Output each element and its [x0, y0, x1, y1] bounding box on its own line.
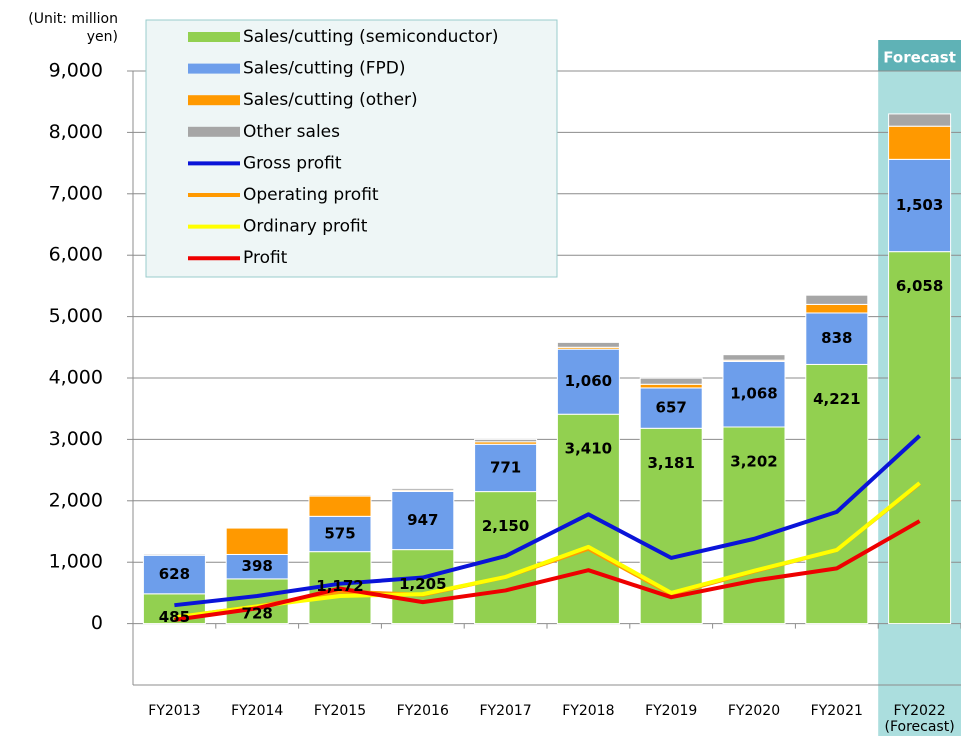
- value-label: 657: [656, 399, 687, 417]
- bar-segment: [225, 553, 289, 580]
- x-tick-label: FY2020: [727, 703, 781, 719]
- bar-segment: [308, 494, 372, 497]
- legend-label: Sales/cutting (other): [243, 90, 418, 110]
- bar-segment: [805, 303, 869, 314]
- value-label: 3,410: [565, 440, 612, 458]
- legend-label: Profit: [243, 248, 288, 268]
- x-tick-label: FY2021: [810, 703, 863, 719]
- bar-segment: [556, 341, 620, 348]
- bar-segment: [888, 125, 952, 160]
- bar-segment: [225, 527, 289, 555]
- value-label: 4,221: [813, 390, 860, 408]
- bar-segment: [308, 495, 372, 517]
- y-tick-label: 4,000: [49, 367, 103, 389]
- line-series: [174, 481, 921, 620]
- legend-swatch: [188, 32, 240, 42]
- legend-label: Sales/cutting (FPD): [243, 59, 406, 79]
- x-tick-label: FY2016: [396, 703, 449, 719]
- value-label: 6,058: [896, 277, 943, 295]
- y-tick-label: 3,000: [49, 428, 103, 450]
- bar-segment: [888, 113, 952, 127]
- x-tick-label: FY2018: [562, 703, 615, 719]
- bar-segment: [556, 413, 620, 625]
- value-label: 485: [159, 608, 190, 626]
- legend-label: Ordinary profit: [243, 217, 368, 237]
- bar-segment: [805, 312, 869, 365]
- legend-label: Gross profit: [243, 153, 342, 173]
- value-label: 838: [821, 329, 852, 347]
- legend-box: [145, 19, 558, 278]
- y-tick-label: 5,000: [49, 305, 103, 327]
- value-label: 2,150: [482, 517, 529, 535]
- y-tick-label: 6,000: [49, 244, 103, 266]
- value-label: 771: [490, 458, 521, 476]
- bar-segment: [474, 443, 538, 493]
- bar-segment: [805, 294, 869, 305]
- x-tick-label: FY2013: [148, 703, 201, 719]
- value-label: 628: [159, 565, 190, 583]
- value-label: 1,205: [399, 575, 446, 593]
- x-tick-label: FY2015: [313, 703, 367, 719]
- value-label: 398: [242, 557, 273, 575]
- value-label: 1,060: [565, 372, 612, 390]
- bar-segment: [639, 377, 703, 385]
- value-label: 947: [407, 511, 438, 529]
- bar-segment: [556, 348, 620, 415]
- legend-swatch: [188, 95, 240, 106]
- legend-label: Other sales: [243, 122, 340, 142]
- y-tick-label: 0: [91, 612, 103, 634]
- x-tick-label: FY2014: [231, 703, 284, 719]
- value-label: 3,202: [730, 452, 777, 470]
- y-tick-label: 2,000: [49, 489, 103, 511]
- x-tick-label: FY2022 (Forecast): [884, 703, 955, 735]
- bar-segment: [391, 490, 455, 551]
- bar-segment: [722, 360, 786, 428]
- y-tick-label: 1,000: [49, 551, 103, 573]
- value-label: 1,172: [316, 577, 363, 595]
- value-label: 728: [242, 604, 273, 622]
- bar-segment: [391, 487, 455, 491]
- bar-segment: [142, 554, 206, 595]
- legend-label: Operating profit: [243, 185, 379, 205]
- legend-swatch: [188, 63, 240, 74]
- legend-swatch: [188, 126, 240, 137]
- forecast-header: [878, 40, 961, 71]
- bar-segment: [308, 515, 372, 553]
- x-tick-label: FY2017: [479, 703, 532, 719]
- value-label: 1,503: [896, 196, 943, 214]
- value-label: 3,181: [647, 454, 694, 472]
- bar-segment: [722, 354, 786, 361]
- bar-segment: [142, 553, 206, 556]
- bar-segment: [474, 438, 538, 443]
- bar-segment: [722, 426, 786, 625]
- bar-segment: [888, 158, 952, 253]
- bar-segment: [639, 383, 703, 389]
- y-tick-label: 7,000: [49, 182, 103, 204]
- bar-segment: [391, 549, 455, 625]
- line-series: [174, 434, 921, 608]
- line-series: [174, 519, 921, 622]
- value-label: 575: [324, 524, 355, 542]
- legend-label: Sales/cutting (semiconductor): [243, 27, 498, 47]
- value-label: 1,068: [730, 385, 777, 403]
- x-tick-label: FY2019: [645, 703, 698, 719]
- y-tick-label: 8,000: [49, 121, 103, 143]
- y-axis-label: (Unit: million yen): [28, 11, 118, 45]
- y-tick-label: 9,000: [49, 60, 103, 82]
- forecast-label: Forecast: [883, 49, 956, 67]
